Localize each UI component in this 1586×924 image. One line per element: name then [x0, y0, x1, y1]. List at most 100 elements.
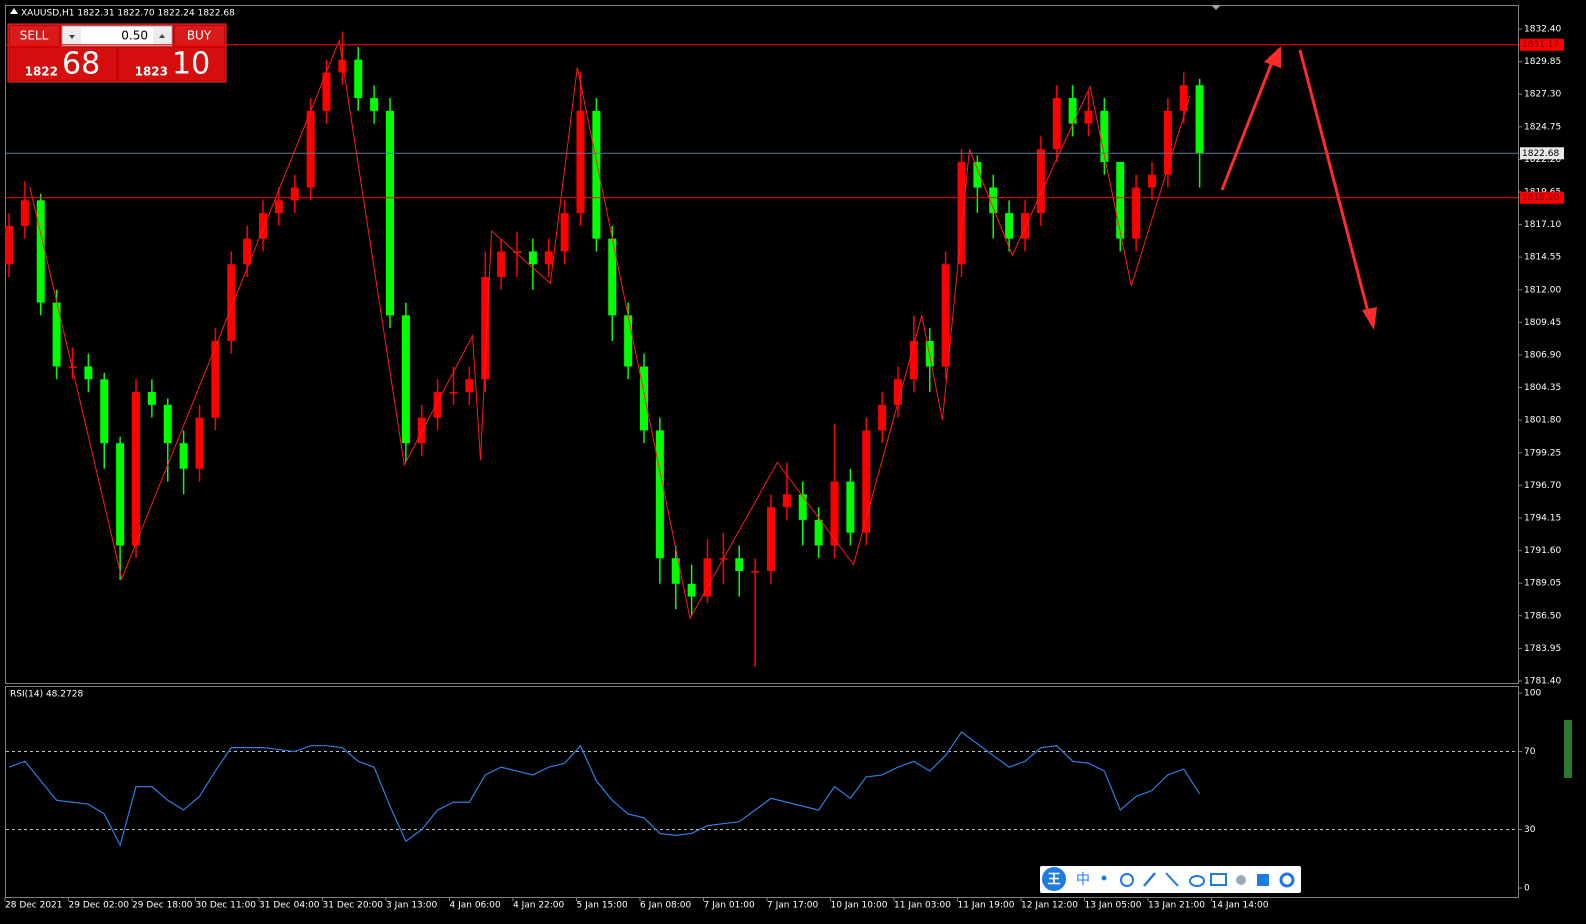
- y-tick-label: 1812.00: [1524, 285, 1561, 295]
- candle-body: [163, 404, 172, 444]
- down-arrow-head: [1362, 307, 1377, 330]
- lot-value: 0.50: [121, 29, 148, 43]
- candle-body: [1195, 85, 1204, 154]
- candle-body: [608, 238, 617, 316]
- candle-body: [1036, 149, 1045, 214]
- candle-body: [1132, 187, 1141, 239]
- candle-body: [671, 558, 680, 584]
- sell-button[interactable]: [10, 26, 59, 46]
- lot-input[interactable]: [61, 25, 173, 47]
- main-panel-frame: [5, 5, 1519, 684]
- y-tick-label: 1832.40: [1524, 25, 1561, 35]
- candle-body: [338, 59, 347, 73]
- candle-body: [227, 264, 236, 341]
- candle-body: [782, 494, 791, 508]
- y-tick-label: 0: [1524, 884, 1530, 894]
- candle-body: [1005, 213, 1014, 239]
- candle-body: [513, 251, 521, 253]
- buy-button[interactable]: [175, 26, 224, 46]
- y-tick-label: 1829.85: [1524, 57, 1561, 67]
- x-tick-label: 28 Dec 2021: [5, 901, 63, 911]
- x-tick-label: 3 Jan 13:00: [386, 901, 438, 911]
- candle-body: [1100, 110, 1109, 162]
- candle-body: [878, 404, 887, 431]
- price-level-label: 1819.20: [1522, 193, 1559, 203]
- cloud-icon[interactable]: [1189, 875, 1205, 887]
- candle-body: [1148, 174, 1156, 188]
- buy-price-box[interactable]: [119, 48, 224, 80]
- candle-body: [1068, 98, 1077, 124]
- candle-body: [116, 443, 125, 546]
- ime-mode[interactable]: 中: [1076, 872, 1090, 888]
- candle-body: [735, 558, 744, 572]
- candle-body: [179, 443, 188, 469]
- down-arrow-shaft: [1298, 49, 1370, 313]
- candle-body: [481, 277, 490, 380]
- candle-body: [957, 161, 966, 265]
- x-tick-label: 7 Jan 17:00: [767, 901, 819, 911]
- y-tick-label: 1827.30: [1524, 90, 1561, 100]
- y-tick-label: 1781.40: [1524, 676, 1561, 686]
- scissors-icon[interactable]: [1165, 872, 1179, 887]
- ime-logo[interactable]: [1042, 867, 1066, 891]
- y-tick-label: 1791.60: [1524, 546, 1561, 556]
- up-arrow-shaft: [1220, 61, 1274, 191]
- candle-body: [195, 417, 204, 469]
- candle-body: [528, 251, 537, 265]
- punct-icon[interactable]: [1101, 875, 1107, 881]
- sell-label: SELL: [20, 29, 49, 43]
- candle-body: [1179, 85, 1188, 111]
- y-tick-label: 1814.55: [1524, 253, 1561, 263]
- y-tick-label: 1806.90: [1524, 350, 1561, 360]
- scroll-handle[interactable]: [1564, 720, 1572, 778]
- price-level-tag: [1520, 191, 1564, 204]
- keyboard-icon[interactable]: [1210, 873, 1227, 886]
- candle-body: [1052, 98, 1061, 150]
- lot-up-icon: [159, 34, 165, 38]
- skin-icon[interactable]: [1257, 874, 1269, 886]
- zigzag-line: [29, 38, 1191, 620]
- x-tick-label: 5 Jan 15:00: [577, 901, 629, 911]
- candle-body: [989, 187, 998, 214]
- candle-body: [211, 340, 220, 418]
- up-arrow-head: [1264, 46, 1281, 68]
- y-tick-label: 70: [1524, 747, 1536, 757]
- ime-toolbar: 王 中: [1040, 866, 1301, 893]
- x-tick-label: 7 Jan 01:00: [704, 901, 756, 911]
- x-tick-label: 31 Dec 04:00: [259, 901, 320, 911]
- candle-body: [1116, 161, 1125, 239]
- collapse-icon[interactable]: [10, 8, 18, 14]
- candle-body: [1163, 110, 1172, 175]
- candle-body: [640, 366, 648, 431]
- price-level-label: 1822.68: [1522, 149, 1559, 159]
- shift-marker: [1211, 5, 1221, 10]
- candle-body: [767, 507, 775, 572]
- y-tick-label: 1789.05: [1524, 579, 1561, 589]
- candle-body: [703, 558, 712, 597]
- toolbar-bg: [1040, 866, 1301, 893]
- y-tick-label: 1809.45: [1524, 318, 1561, 328]
- candle-body: [20, 200, 29, 226]
- candle-body: [973, 161, 982, 188]
- candle-body: [941, 264, 950, 367]
- annotation-arrows: [1220, 46, 1377, 330]
- x-tick-label: 31 Dec 20:00: [323, 901, 384, 911]
- sell-price-box[interactable]: [10, 48, 116, 80]
- pen-icon[interactable]: [1143, 872, 1156, 887]
- candle-body: [433, 392, 442, 418]
- y-tick-label: 1783.95: [1524, 644, 1561, 654]
- y-tick-label: 1786.50: [1524, 611, 1561, 621]
- candle-body: [751, 571, 760, 573]
- candle-body: [417, 417, 426, 444]
- candle-body: [624, 315, 633, 367]
- y-tick-label: 30: [1524, 825, 1536, 835]
- sell-price-main: 1822: [25, 65, 58, 79]
- settings-icon[interactable]: [1279, 872, 1295, 888]
- x-tick-label: 10 Jan 10:00: [831, 901, 888, 911]
- user-icon[interactable]: [1236, 875, 1246, 885]
- x-tick-label: 14 Jan 14:00: [1212, 901, 1269, 911]
- y-tick-label: 1822.20: [1524, 155, 1561, 165]
- emoji-icon[interactable]: [1120, 873, 1134, 887]
